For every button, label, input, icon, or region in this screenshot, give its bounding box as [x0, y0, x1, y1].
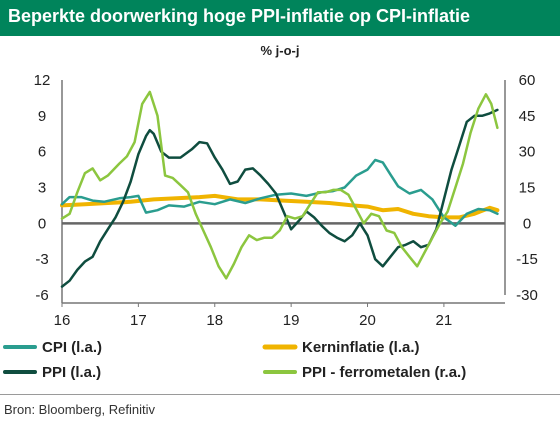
x-tick-label: 21: [436, 312, 453, 329]
legend-label: CPI (l.a.): [42, 339, 102, 356]
y-right-tick-label: 0: [523, 215, 531, 232]
y-left-tick-label: 9: [38, 108, 46, 125]
x-tick-label: 16: [54, 312, 71, 329]
legend-label: PPI (l.a.): [42, 364, 101, 381]
legend-label: PPI - ferrometalen (r.a.): [302, 364, 466, 381]
source-note: Bron: Bloomberg, Refinitiv: [4, 402, 156, 417]
y-right-tick-label: 15: [519, 180, 536, 197]
y-left-tick-label: 0: [38, 215, 46, 232]
x-tick-label: 19: [283, 312, 300, 329]
y-left-tick-label: -3: [35, 251, 48, 268]
legend-label: Kerninflatie (l.a.): [302, 339, 420, 356]
x-tick-label: 17: [130, 312, 147, 329]
x-tick-label: 20: [359, 312, 376, 329]
series-line-1: [60, 193, 500, 220]
title-bar: Beperkte doorwerking hoge PPI-inflatie o…: [0, 0, 560, 36]
unit-label: % j-o-j: [260, 43, 300, 58]
y-left-tick-label: -6: [35, 287, 48, 304]
y-right-tick-label: 60: [519, 72, 536, 89]
y-right-tick-label: -30: [516, 287, 538, 304]
series-line-2: [60, 108, 499, 288]
chart-title: Beperkte doorwerking hoge PPI-inflatie o…: [8, 6, 471, 26]
x-tick-label: 18: [206, 312, 223, 329]
y-right-tick-label: 30: [519, 144, 536, 161]
y-left-tick-label: 3: [38, 180, 46, 197]
footer-divider: [0, 394, 560, 395]
y-left-tick-label: 12: [34, 72, 51, 89]
y-right-tick-label: -15: [516, 251, 538, 268]
series-line-0: [60, 158, 499, 227]
series-line-3: [60, 90, 499, 280]
y-right-tick-label: 45: [519, 108, 536, 125]
y-left-tick-label: 6: [38, 144, 46, 161]
